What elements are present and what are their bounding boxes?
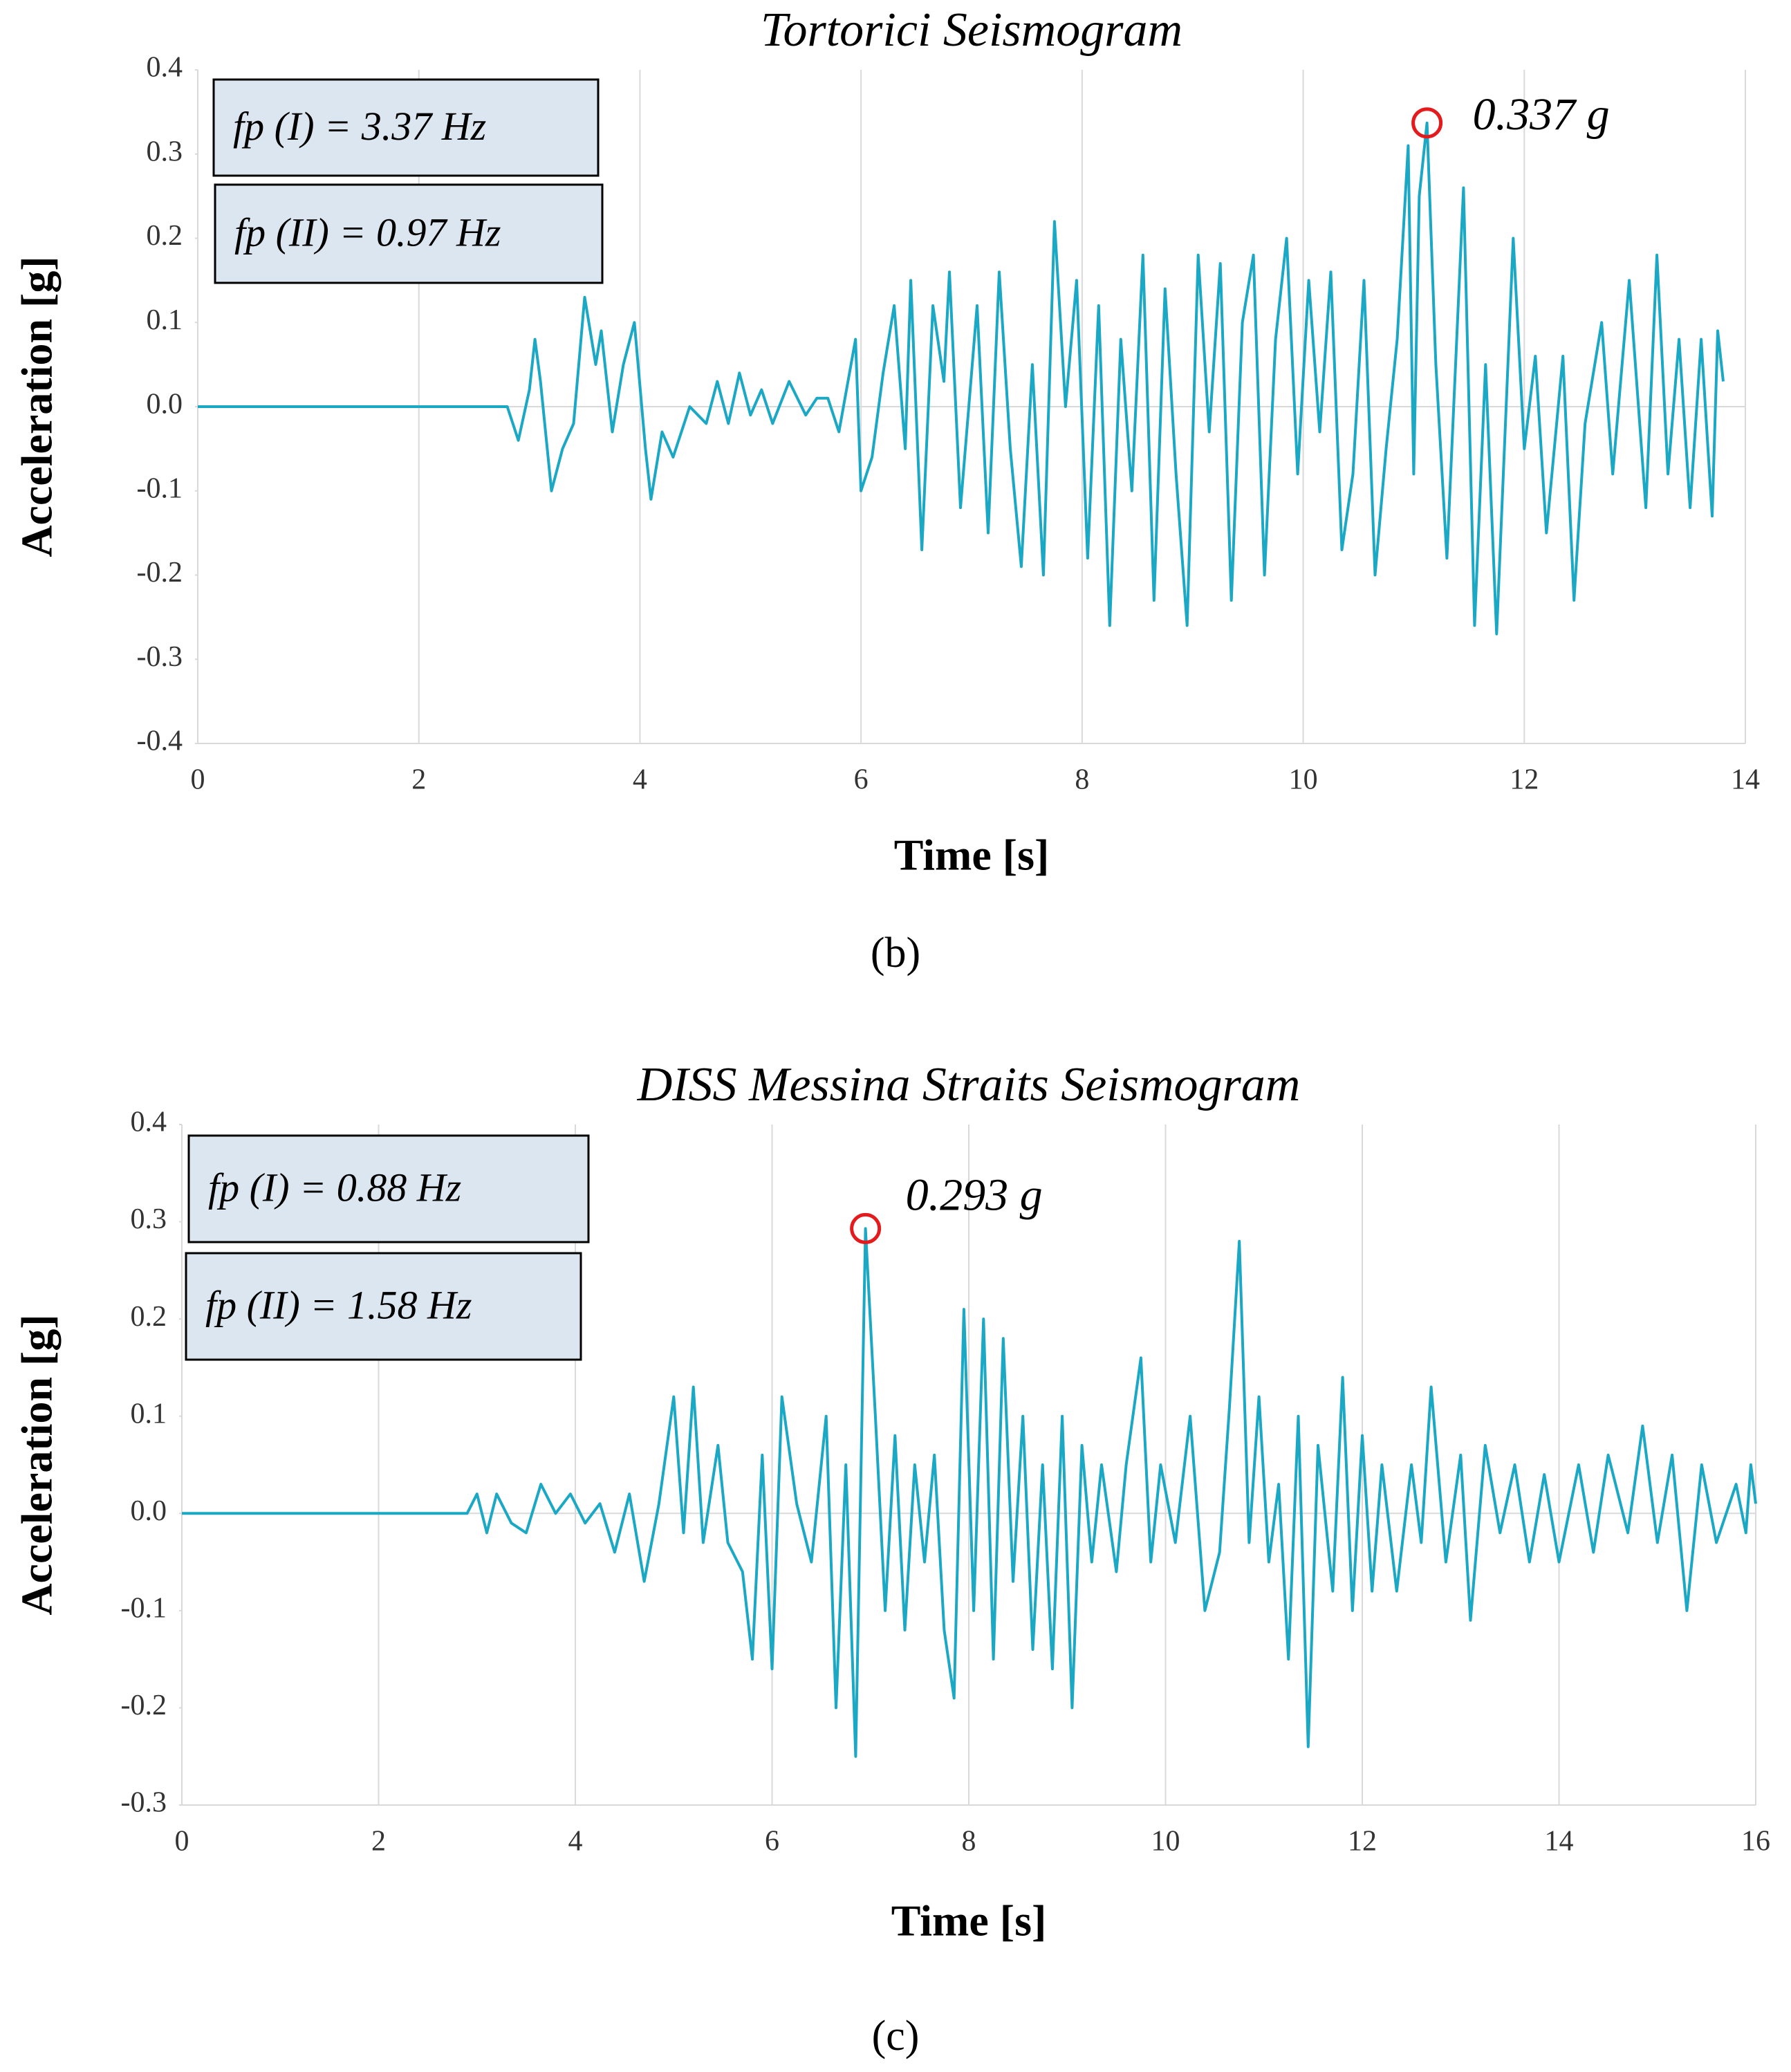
x-tick-label: 4 [633, 764, 647, 796]
chart-title: DISS Messina Straits Seismogram [637, 1058, 1301, 1111]
peak-label: 0.293 g [906, 1170, 1043, 1221]
y-tick-label: -0.3 [137, 641, 183, 673]
y-tick-label: 0.0 [131, 1495, 167, 1527]
x-tick-label: 14 [1731, 764, 1760, 796]
y-tick-label: 0.1 [131, 1398, 167, 1430]
x-tick-label: 8 [962, 1826, 976, 1858]
x-tick-label: 16 [1741, 1826, 1770, 1858]
panel-label: (b) [871, 929, 920, 977]
peak-marker [1411, 107, 1443, 139]
info-box-text: fp (I) = 0.88 Hz [208, 1165, 461, 1210]
series-line [198, 121, 1725, 636]
y-axis-label: Acceleration [g] [12, 256, 62, 557]
info-box-text: fp (II) = 1.58 Hz [205, 1282, 472, 1327]
y-tick-label: -0.1 [121, 1592, 167, 1624]
x-tick-label: 6 [765, 1826, 779, 1858]
y-tick-label: 0.1 [147, 304, 183, 336]
y-tick-label: -0.2 [137, 557, 183, 589]
info-box [187, 1134, 590, 1243]
y-tick-label: 0.2 [147, 220, 183, 252]
y-axis-label: Acceleration [g] [12, 1314, 62, 1615]
x-tick-label: 14 [1545, 1826, 1574, 1858]
info-box [185, 1252, 582, 1361]
info-box [214, 183, 604, 284]
y-tick-label: 0.3 [147, 136, 183, 167]
x-tick-label: 4 [568, 1826, 583, 1858]
info-box-text: fp (I) = 3.37 Hz [233, 104, 486, 149]
y-tick-label: 0.2 [131, 1301, 167, 1333]
y-tick-label: 0.0 [147, 389, 183, 420]
peak-marker [850, 1212, 882, 1244]
info-box-text: fp (II) = 0.97 Hz [234, 210, 501, 255]
x-tick-label: 12 [1510, 764, 1539, 796]
series-line [182, 1227, 1757, 1758]
peak-label: 0.337 g [1473, 89, 1610, 140]
x-tick-label: 10 [1151, 1826, 1180, 1858]
x-tick-label: 8 [1075, 764, 1089, 796]
info-box [212, 78, 600, 177]
y-tick-label: -0.1 [137, 472, 183, 504]
x-axis-label: Time [s] [894, 831, 1050, 880]
panel-label: (c) [872, 2013, 920, 2060]
y-tick-label: -0.2 [121, 1690, 167, 1721]
y-tick-label: 0.3 [131, 1203, 167, 1235]
x-tick-label: 10 [1289, 764, 1318, 796]
x-tick-label: 0 [175, 1826, 189, 1858]
x-axis-label: Time [s] [891, 1896, 1047, 1945]
y-tick-label: -0.4 [137, 725, 183, 757]
y-tick-label: 0.4 [131, 1107, 167, 1138]
y-tick-label: -0.3 [121, 1787, 167, 1819]
x-tick-label: 2 [371, 1826, 386, 1858]
x-tick-label: 6 [854, 764, 869, 796]
x-tick-label: 0 [191, 764, 205, 796]
x-tick-label: 12 [1348, 1826, 1377, 1858]
x-tick-label: 2 [411, 764, 426, 796]
y-tick-label: 0.4 [147, 52, 183, 84]
chart-title: Tortorici Seismogram [761, 3, 1182, 57]
